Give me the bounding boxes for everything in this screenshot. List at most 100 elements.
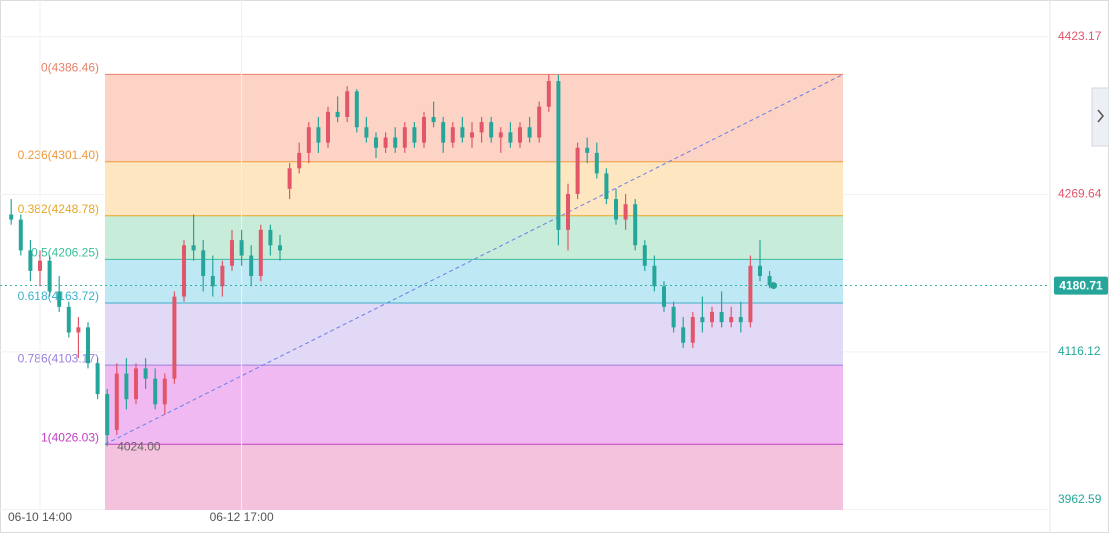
fib-label: 1(4026.03) — [41, 430, 99, 444]
y-tick-label: 4116.12 — [1058, 344, 1101, 358]
candle-body — [28, 250, 33, 271]
candle-body — [162, 378, 167, 405]
candle-body — [470, 132, 474, 138]
candle-body — [374, 137, 378, 148]
candle-body — [210, 276, 215, 287]
candle-body — [268, 229, 273, 246]
candle-body — [316, 127, 321, 143]
candle-body — [383, 137, 388, 148]
candle-body — [143, 368, 148, 379]
candle-body — [114, 373, 119, 430]
candle-body — [306, 127, 311, 153]
candle-body — [537, 106, 542, 138]
candle-body — [652, 265, 657, 287]
candle-body — [326, 111, 330, 143]
low-annotation: 4024.00 — [117, 440, 161, 454]
candle-body — [729, 317, 734, 323]
candle-body — [335, 111, 340, 117]
x-tick-label: 06-10 14:00 — [8, 510, 72, 524]
candle-body — [258, 229, 263, 277]
candle-body — [518, 127, 522, 143]
fib-band — [105, 161, 843, 216]
candle-body — [230, 240, 234, 266]
candle-body — [172, 296, 177, 379]
y-tick-label: 4423.17 — [1058, 29, 1102, 43]
candle-body — [76, 327, 81, 333]
candle-body — [460, 127, 465, 138]
candle-body — [566, 193, 570, 230]
candle-body — [191, 245, 196, 251]
candle-body — [278, 245, 282, 251]
fib-band — [105, 444, 843, 510]
fib-band — [105, 259, 843, 304]
candle-body — [508, 132, 513, 143]
side-tab-arrow[interactable] — [1097, 109, 1104, 123]
candle-body — [86, 327, 90, 364]
fib-label: 0.236(4301.40) — [18, 148, 99, 162]
current-dot — [770, 282, 778, 290]
candle-body — [556, 81, 561, 230]
candle-body — [710, 311, 714, 323]
candle-body — [239, 240, 244, 256]
candle-body — [47, 260, 52, 292]
fib-band — [105, 74, 843, 162]
candle-body — [614, 199, 618, 220]
candle-body — [201, 250, 206, 277]
candle-body — [287, 168, 292, 189]
fib-label: 0.5(4206.25) — [31, 246, 99, 260]
candle-body — [354, 91, 359, 128]
candle-body — [690, 317, 695, 343]
candle-body — [623, 204, 628, 220]
fib-band — [105, 303, 843, 366]
candle-body — [441, 122, 446, 143]
candle-body — [38, 260, 42, 271]
candle-body — [604, 173, 609, 200]
candle-body — [249, 255, 254, 277]
candle-body — [402, 127, 407, 148]
candle-body — [95, 363, 100, 395]
x-tick-label: 06-12 17:00 — [210, 510, 274, 524]
candle-body — [124, 373, 129, 400]
side-tab[interactable] — [1091, 87, 1109, 147]
candle-body — [546, 81, 551, 107]
candle-body — [364, 127, 369, 138]
candle-body — [671, 306, 676, 328]
candle-body — [105, 394, 110, 436]
current-price-label: 4180.71 — [1059, 279, 1103, 293]
candle-body — [412, 127, 417, 143]
candle-body — [431, 116, 436, 123]
candle-body — [575, 147, 580, 194]
candle-body — [57, 291, 62, 307]
candle-body — [700, 317, 705, 323]
candle-body — [748, 265, 753, 323]
candle-body — [527, 127, 532, 138]
candle-body — [345, 91, 350, 117]
y-tick-label: 3962.59 — [1058, 492, 1102, 506]
candle-body — [220, 265, 225, 287]
candle-body — [66, 306, 71, 333]
fib-band — [105, 365, 843, 445]
candle-body — [393, 137, 398, 148]
candle-body — [498, 132, 503, 138]
candle-body — [182, 245, 186, 297]
fib-band — [105, 215, 843, 260]
candle-body — [594, 152, 599, 174]
candle-body — [450, 127, 455, 143]
candle-body — [18, 219, 23, 251]
candle-body — [585, 147, 590, 153]
candle-body — [758, 265, 762, 277]
fib-label: 0.382(4248.78) — [18, 202, 99, 216]
candle-body — [738, 317, 743, 323]
current-price-box — [1054, 276, 1108, 295]
candle-body — [642, 245, 647, 266]
candle-body — [297, 152, 302, 169]
y-tick-label: 4269.64 — [1058, 186, 1102, 200]
candle-body — [767, 276, 772, 286]
candle-body — [489, 122, 494, 138]
fib-label: 0(4386.46) — [41, 61, 99, 75]
candle-body — [153, 378, 158, 405]
candle-body — [9, 214, 14, 220]
candle-body — [633, 204, 638, 246]
candle-body — [681, 327, 686, 343]
